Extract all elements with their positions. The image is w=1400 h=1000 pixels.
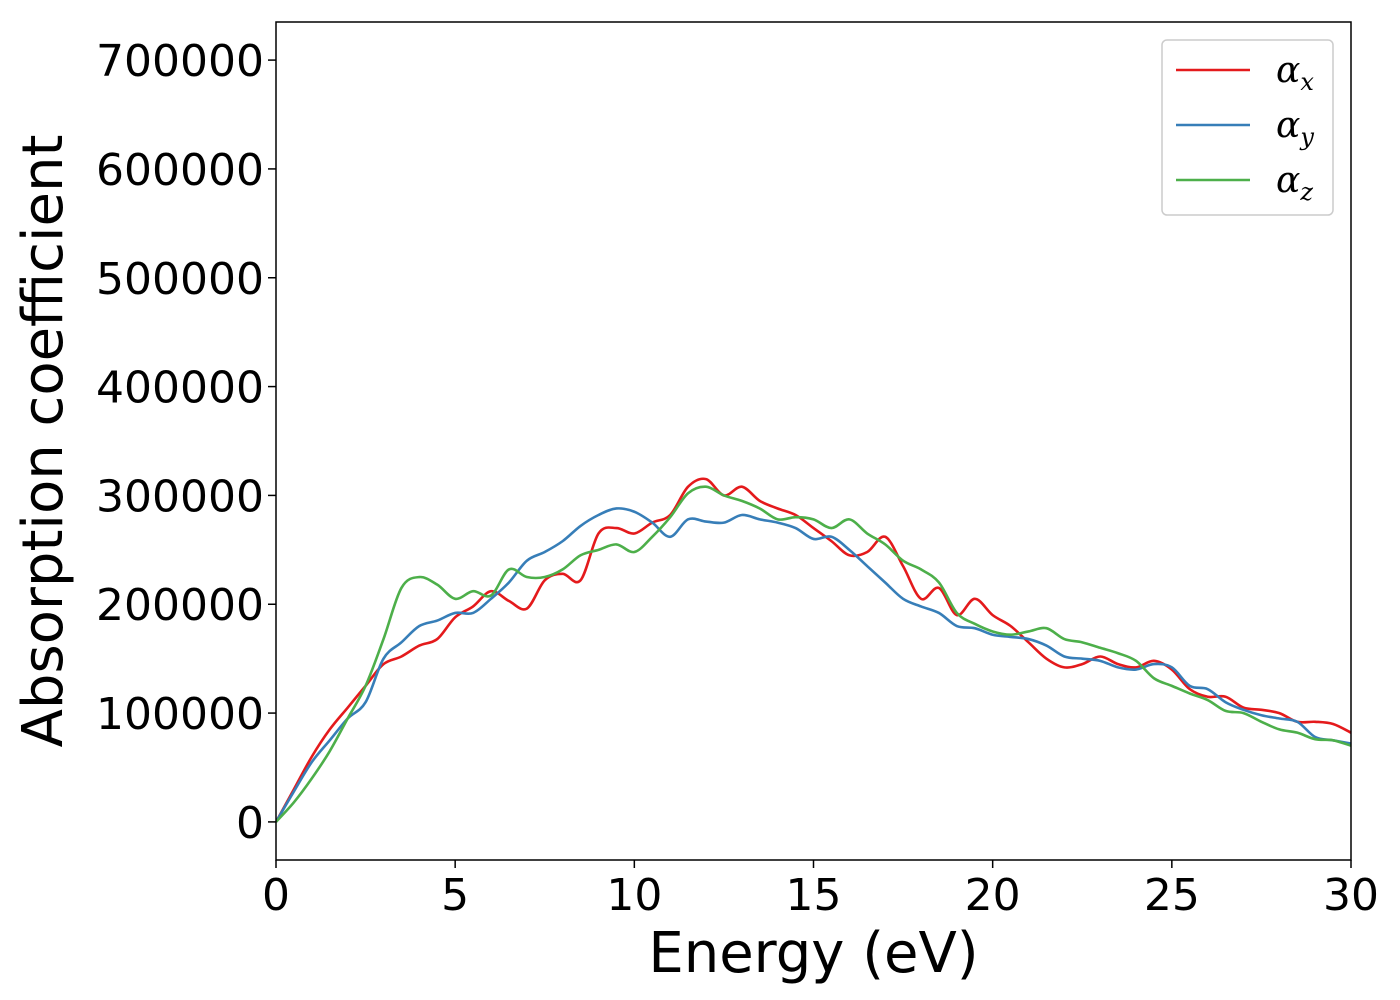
y-tick-label: 0 <box>236 798 264 849</box>
series-line-x <box>276 477 1351 823</box>
y-axis: 0 100000 200000 300000 400000 500000 600000 700… <box>96 36 276 849</box>
x-axis: 0 5 10 15 20 25 30 <box>262 860 1379 921</box>
legend-label-x: αx <box>1276 50 1314 96</box>
legend-box <box>1161 39 1334 216</box>
y-tick-label: 300000 <box>96 471 264 522</box>
x-tick-label: 20 <box>965 870 1021 921</box>
series-line-y <box>276 507 1351 823</box>
x-tick-label: 15 <box>786 870 842 921</box>
x-tick-label: 5 <box>441 870 469 921</box>
x-tick-label: 10 <box>606 870 662 921</box>
series-layer <box>276 477 1351 823</box>
y-tick-label: 500000 <box>96 254 264 305</box>
series-line-z <box>276 485 1351 823</box>
x-axis-label: Energy (eV) <box>648 921 978 986</box>
y-tick-label: 200000 <box>96 580 264 631</box>
y-tick-label: 600000 <box>96 145 264 196</box>
legend-label-z: αz <box>1276 160 1313 206</box>
y-axis-label: Absorption coefficient <box>11 135 76 748</box>
x-tick-label: 0 <box>262 870 290 921</box>
x-tick-label: 30 <box>1323 870 1379 921</box>
legend: αx αy αz <box>1161 39 1334 216</box>
x-tick-label: 25 <box>1144 870 1200 921</box>
y-tick-label: 400000 <box>96 363 264 414</box>
legend-label-y: αy <box>1276 105 1314 151</box>
y-tick-label: 100000 <box>96 689 264 740</box>
y-tick-label: 700000 <box>96 36 264 87</box>
